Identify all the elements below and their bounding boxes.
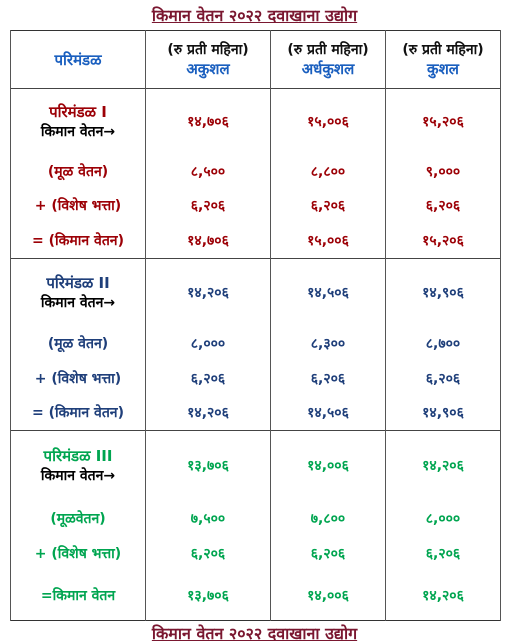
header-cell: (रु प्रती महिना) अकुशल <box>145 30 271 89</box>
table-body: परिमंडळ (रु प्रती महिना) अकुशल (रु प्रती मह… <box>10 30 501 621</box>
value-cell: ६,२०६ <box>145 535 271 571</box>
row-label: =किमान वेतन <box>10 570 146 621</box>
value-cell: ८,३०० <box>270 326 386 361</box>
data-row: = (किमान वेतन) १४,२०६ १४,५०६ १४,९०६ <box>10 395 501 431</box>
data-row: =किमान वेतन १३,७०६ १४,००६ १४,२०६ <box>10 570 501 621</box>
value-cell: १५,२०६ <box>385 222 501 259</box>
value-cell: ६,२०६ <box>385 188 501 223</box>
header-row: परिमंडळ (रु प्रती महिना) अकुशल (रु प्रती मह… <box>10 30 501 89</box>
value-cell: ६,२०६ <box>145 188 271 223</box>
value-cell: १४,२०६ <box>385 570 501 621</box>
zone-row: परिमंडळ I किमान वेतन→ १४,७०६ १५,००६ १५,२०६ <box>10 88 501 154</box>
value-cell: १५,००६ <box>270 222 386 259</box>
column-label: अकुशल <box>186 60 230 78</box>
zone-cell: परिमंडळ II किमान वेतन→ <box>10 258 146 327</box>
min-label: किमान वेतन→ <box>40 468 116 485</box>
value-cell: १४,००६ <box>270 430 386 501</box>
value-cell: १४,५०६ <box>270 395 386 431</box>
value-cell: ८,७०० <box>385 326 501 361</box>
row-label: + (विशेष भत्ता) <box>10 360 146 396</box>
value-cell: ६,२०६ <box>385 360 501 396</box>
value-cell: ६,२०६ <box>385 535 501 571</box>
row-label: (मूळवेतन) <box>10 500 146 536</box>
wage-table: परिमंडळ (रु प्रती महिना) अकुशल (रु प्रती मह… <box>10 30 501 621</box>
row-label: + (विशेष भत्ता) <box>10 188 146 223</box>
value-cell: १४,२०६ <box>385 430 501 501</box>
value-cell: १४,५०६ <box>270 258 386 327</box>
header-cell: परिमंडळ <box>10 30 146 89</box>
unit-label: (रु प्रती महिना) <box>287 42 369 58</box>
value-cell: १४,२०६ <box>145 395 271 431</box>
row-label: (मूळ वेतन) <box>10 326 146 361</box>
data-row: (मूळ वेतन) ८,००० ८,३०० ८,७०० <box>10 326 501 361</box>
min-label: किमान वेतन→ <box>40 123 116 140</box>
unit-label: (रु प्रती महिना) <box>402 42 484 58</box>
value-cell: १४,२०६ <box>145 258 271 327</box>
value-cell: १४,९०६ <box>385 395 501 431</box>
value-cell: १५,२०६ <box>385 88 501 154</box>
data-row: (मूळवेतन) ७,५०० ७,८०० ८,००० <box>10 500 501 536</box>
data-row: (मूळ वेतन) ८,५०० ८,८०० ९,००० <box>10 153 501 189</box>
zone-cell: परिमंडळ I किमान वेतन→ <box>10 88 146 154</box>
row-label: (मूळ वेतन) <box>10 153 146 189</box>
header-cell: (रु प्रती महिना) अर्धकुशल <box>270 30 386 89</box>
data-row: + (विशेष भत्ता) ६,२०६ ६,२०६ ६,२०६ <box>10 188 501 223</box>
zone-header: परिमंडळ <box>54 50 102 69</box>
value-cell: ६,२०६ <box>270 360 386 396</box>
value-cell: ८,५०० <box>145 153 271 189</box>
value-cell: ६,२०६ <box>145 360 271 396</box>
zone-row: परिमंडळ II किमान वेतन→ १४,२०६ १४,५०६ १४,९०६ <box>10 258 501 327</box>
data-row: = (किमान वेतन) १४,७०६ १५,००६ १५,२०६ <box>10 222 501 259</box>
zone-row: परिमंडळ III किमान वेतन→ १३,७०६ १४,००६ १४,२०६ <box>10 430 501 501</box>
value-cell: ८,००० <box>145 326 271 361</box>
zone-label: परिमंडळ III <box>43 447 113 466</box>
zone-label: परिमंडळ II <box>46 274 110 293</box>
value-cell: ८,८०० <box>270 153 386 189</box>
value-cell: १४,००६ <box>270 570 386 621</box>
min-label: किमान वेतन→ <box>40 295 116 312</box>
row-label: = (किमान वेतन) <box>10 395 146 431</box>
value-cell: ६,२०६ <box>270 188 386 223</box>
value-cell: १३,७०६ <box>145 570 271 621</box>
unit-label: (रु प्रती महिना) <box>167 42 249 58</box>
value-cell: १३,७०६ <box>145 430 271 501</box>
footer-title: किमान वेतन २०२२ दवाखाना उद्योग <box>151 624 358 643</box>
data-row: + (विशेष भत्ता) ६,२०६ ६,२०६ ६,२०६ <box>10 360 501 396</box>
value-cell: १४,७०६ <box>145 88 271 154</box>
value-cell: १४,७०६ <box>145 222 271 259</box>
zone-cell: परिमंडळ III किमान वेतन→ <box>10 430 146 501</box>
value-cell: १४,९०६ <box>385 258 501 327</box>
row-label: = (किमान वेतन) <box>10 222 146 259</box>
title: किमान वेतन २०२२ दवाखाना उद्योग <box>151 6 358 25</box>
value-cell: ७,८०० <box>270 500 386 536</box>
column-label: कुशल <box>427 60 459 78</box>
data-row: + (विशेष भत्ता) ६,२०६ ६,२०६ ६,२०६ <box>10 535 501 571</box>
value-cell: ६,२०६ <box>270 535 386 571</box>
value-cell: ९,००० <box>385 153 501 189</box>
column-label: अर्धकुशल <box>301 60 355 78</box>
value-cell: १५,००६ <box>270 88 386 154</box>
value-cell: ८,००० <box>385 500 501 536</box>
value-cell: ७,५०० <box>145 500 271 536</box>
header-cell: (रु प्रती महिना) कुशल <box>385 30 501 89</box>
row-label: + (विशेष भत्ता) <box>10 535 146 571</box>
zone-label: परिमंडळ I <box>49 102 107 121</box>
